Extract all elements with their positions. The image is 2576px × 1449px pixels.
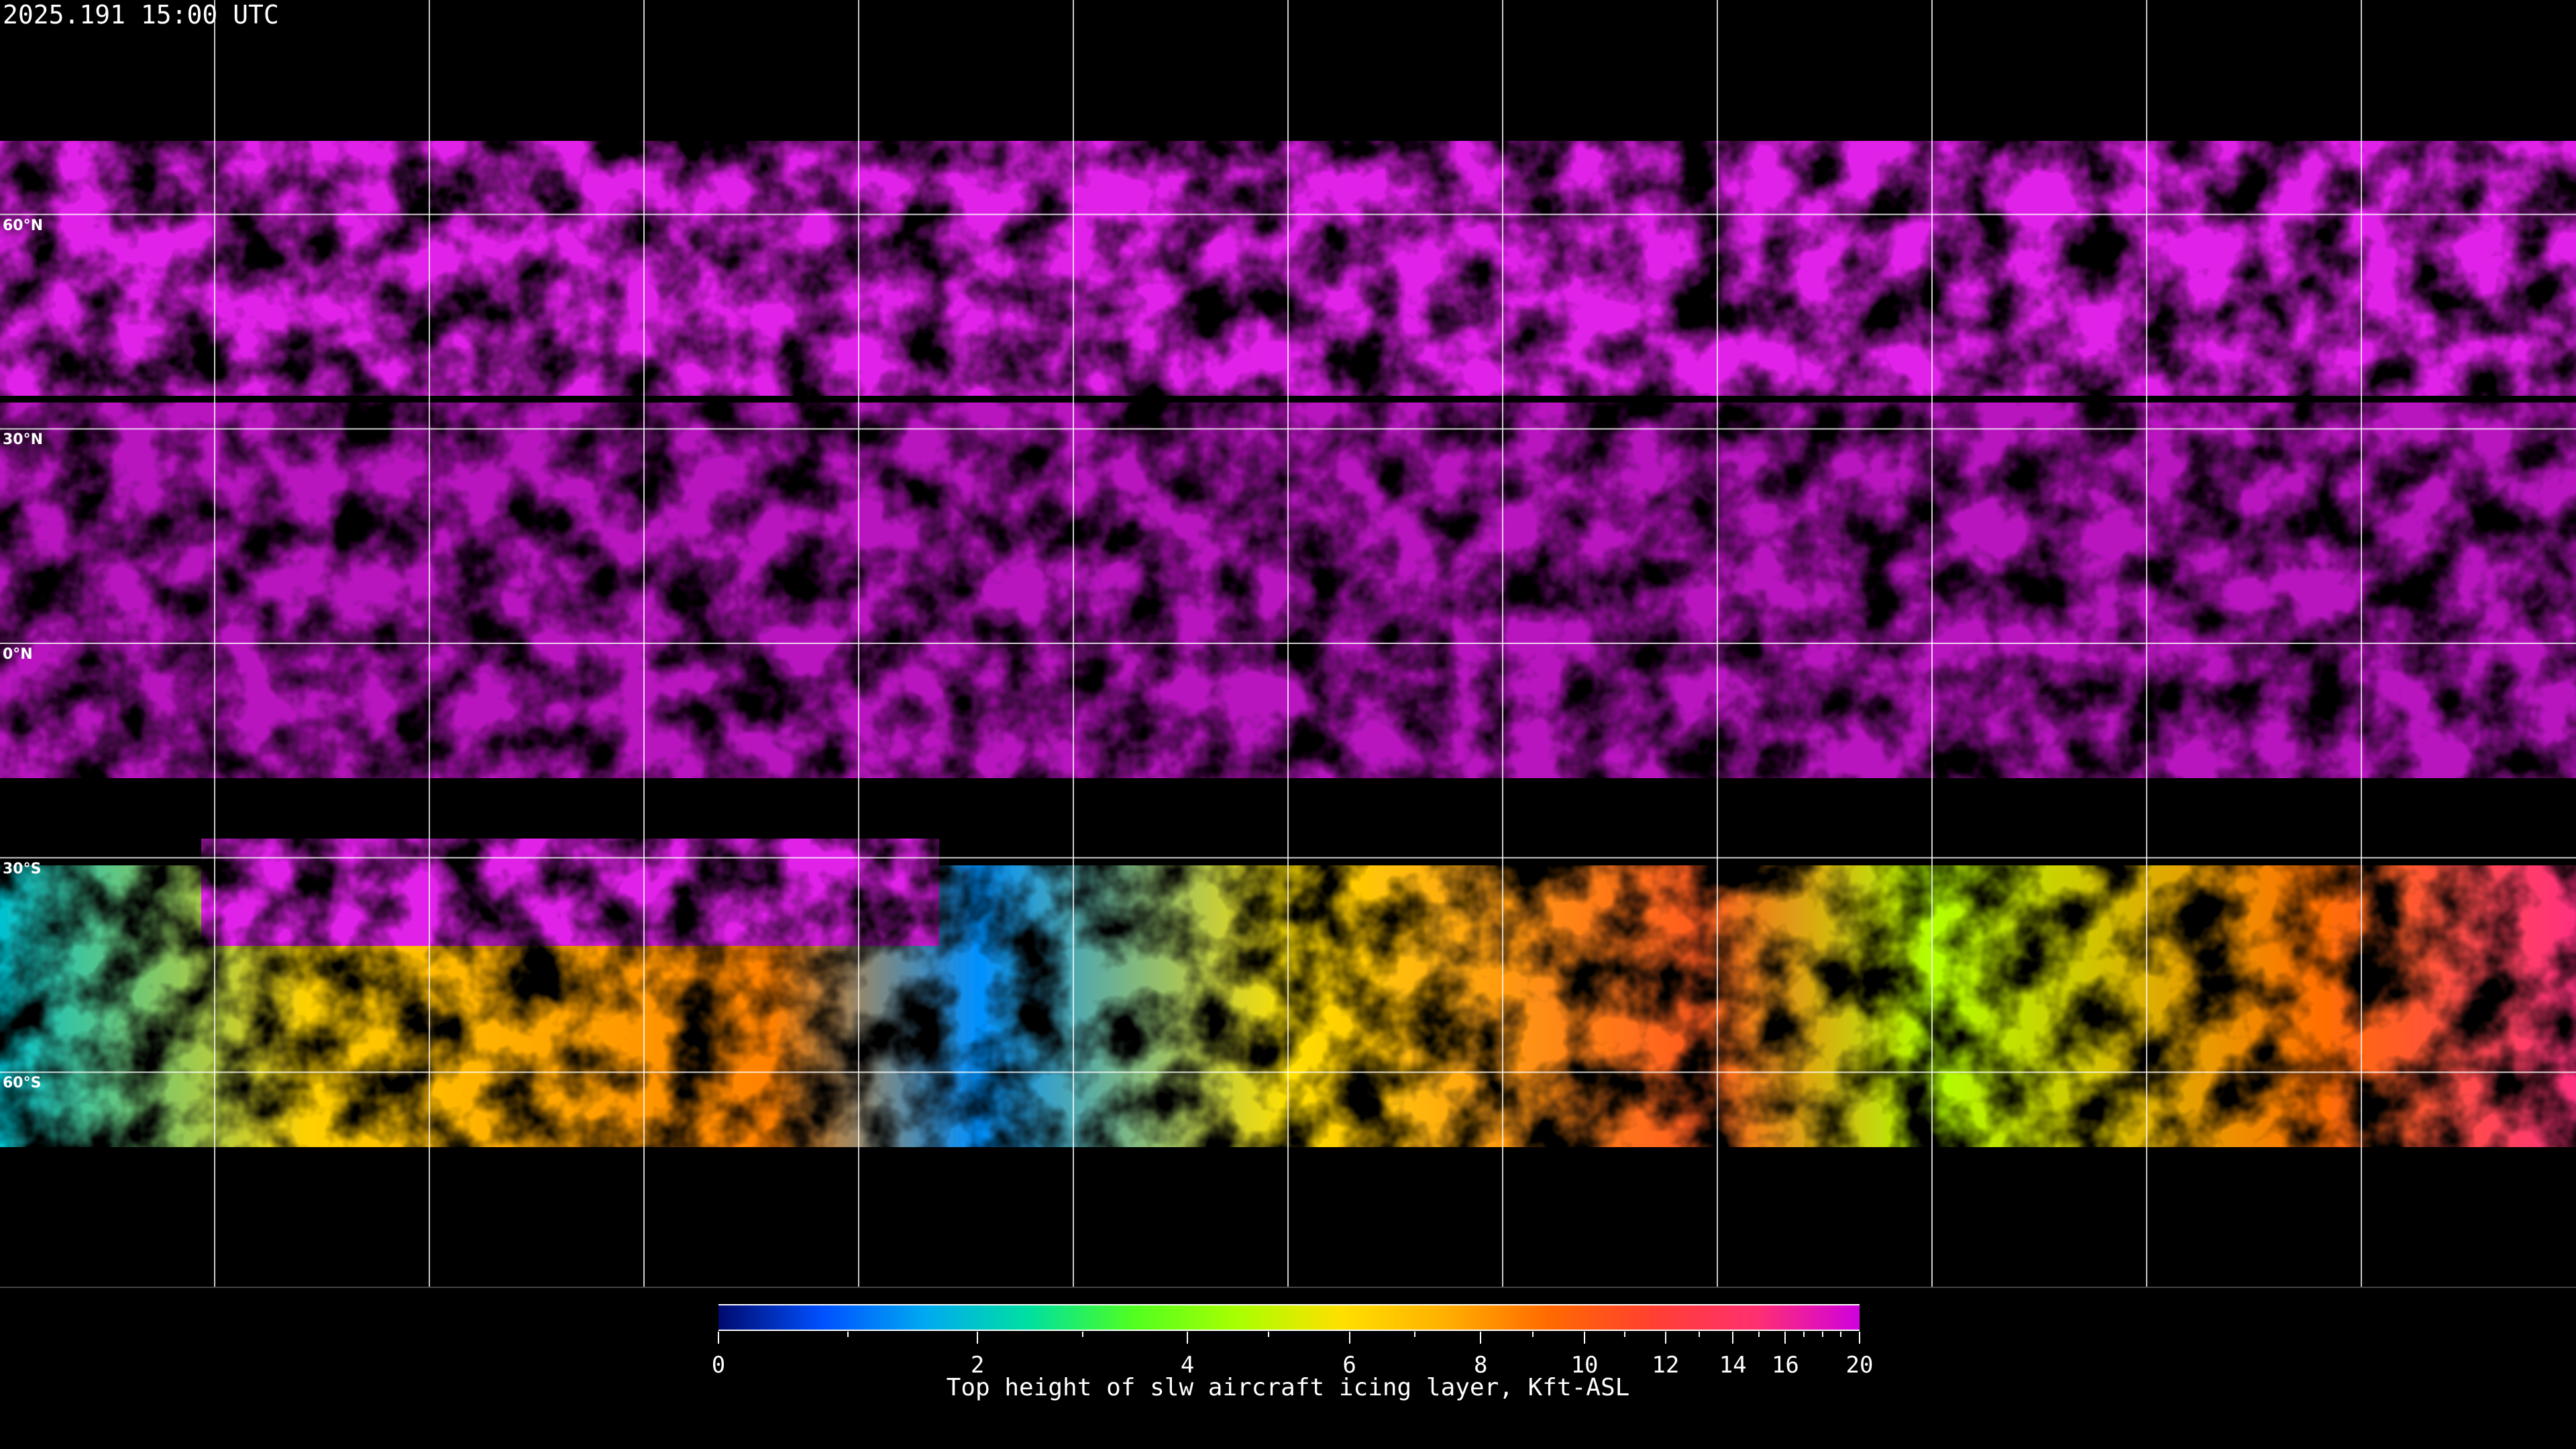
lat-label: 0°N: [3, 646, 33, 663]
colorbar-title: Top height of slw aircraft icing layer, …: [946, 1374, 1630, 1401]
major-tick: [1784, 1332, 1786, 1344]
major-tick: [977, 1332, 979, 1344]
tick-label: 16: [1771, 1352, 1799, 1379]
tick-label: 0: [711, 1352, 726, 1379]
lat-label: 60°N: [3, 217, 44, 234]
colorbar-ticks: 0 2 4 6 8 10 12 14 16 20: [712, 1332, 1873, 1385]
tick-label: 8: [1474, 1352, 1488, 1379]
minor-tick: [1414, 1332, 1416, 1337]
major-tick: [1732, 1332, 1734, 1344]
tick-label: 12: [1652, 1352, 1680, 1379]
icing-map: [0, 0, 2576, 1287]
major-tick: [1348, 1332, 1350, 1344]
tick-label: 2: [970, 1352, 985, 1379]
major-tick: [1859, 1332, 1860, 1344]
tick-label: 14: [1719, 1352, 1747, 1379]
map-border: [0, 1287, 2576, 1288]
lat-label: 60°S: [3, 1075, 42, 1092]
timestamp: 2025.191 15:00 UTC: [3, 0, 279, 30]
minor-tick: [1532, 1332, 1534, 1337]
major-tick: [1480, 1332, 1482, 1344]
minor-tick: [1081, 1332, 1083, 1337]
graticule: [0, 0, 2576, 1287]
tick-label: 6: [1342, 1352, 1356, 1379]
minor-tick: [1267, 1332, 1269, 1337]
minor-tick: [1624, 1332, 1626, 1337]
minor-tick: [1758, 1332, 1760, 1337]
minor-tick: [1803, 1332, 1805, 1337]
major-tick: [718, 1332, 719, 1344]
minor-tick: [1699, 1332, 1700, 1337]
lat-label: 30°N: [3, 431, 44, 449]
major-tick: [1584, 1332, 1586, 1344]
major-tick: [1187, 1332, 1189, 1344]
tick-label: 20: [1845, 1352, 1874, 1379]
major-tick: [1664, 1332, 1666, 1344]
lat-label: 30°S: [3, 860, 42, 877]
tick-label: 10: [1570, 1352, 1599, 1379]
minor-tick: [847, 1332, 849, 1337]
colorbar: [718, 1304, 1860, 1331]
minor-tick: [1821, 1332, 1823, 1337]
tick-label: 4: [1180, 1352, 1195, 1379]
minor-tick: [1840, 1332, 1842, 1337]
